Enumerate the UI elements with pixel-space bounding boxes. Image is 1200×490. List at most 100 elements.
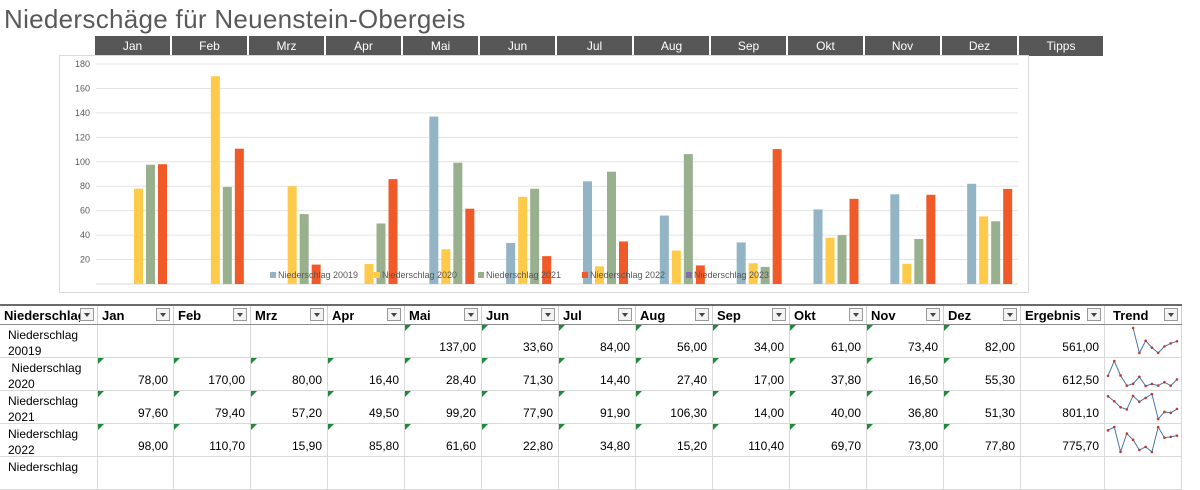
month-button-okt[interactable]: Okt — [788, 36, 863, 56]
row-label-cell[interactable]: Niederschlag — [0, 457, 98, 490]
value-cell[interactable]: 14,00 — [713, 391, 790, 424]
value-cell[interactable]: 15,20 — [636, 424, 713, 457]
filter-dropdown-icon[interactable] — [926, 308, 940, 321]
value-cell[interactable] — [98, 457, 174, 490]
value-cell[interactable] — [790, 457, 867, 490]
value-cell[interactable] — [405, 457, 482, 490]
value-cell[interactable]: 79,40 — [174, 391, 251, 424]
row-label-cell[interactable]: Niederschlag 20019 — [0, 325, 98, 358]
filter-dropdown-icon[interactable] — [464, 308, 478, 321]
value-cell[interactable]: 61,60 — [405, 424, 482, 457]
value-cell[interactable]: 98,00 — [98, 424, 174, 457]
month-button-nov[interactable]: Nov — [865, 36, 940, 56]
value-cell[interactable]: 34,00 — [713, 325, 790, 358]
value-cell[interactable]: 77,80 — [944, 424, 1021, 457]
filter-dropdown-icon[interactable] — [695, 308, 709, 321]
value-cell[interactable]: 80,00 — [251, 358, 328, 391]
value-cell[interactable]: 36,80 — [867, 391, 944, 424]
value-cell[interactable] — [174, 325, 251, 358]
value-cell[interactable]: 612,50 — [1021, 358, 1105, 391]
month-button-dez[interactable]: Dez — [942, 36, 1017, 56]
value-cell[interactable]: 69,70 — [790, 424, 867, 457]
value-cell[interactable]: 85,80 — [328, 424, 405, 457]
month-button-tipps[interactable]: Tipps — [1019, 36, 1103, 56]
row-label-cell[interactable]: Niederschlag 2021 — [0, 391, 98, 424]
value-cell[interactable]: 137,00 — [405, 325, 482, 358]
sparkline-point — [1106, 429, 1110, 432]
value-cell[interactable]: 73,00 — [867, 424, 944, 457]
value-cell[interactable] — [482, 457, 559, 490]
value-cell[interactable]: 22,80 — [482, 424, 559, 457]
value-cell[interactable] — [713, 457, 790, 490]
value-cell[interactable]: 40,00 — [790, 391, 867, 424]
value-cell[interactable]: 14,40 — [559, 358, 636, 391]
value-cell[interactable]: 55,30 — [944, 358, 1021, 391]
value-cell[interactable]: 97,60 — [98, 391, 174, 424]
value-cell[interactable]: 37,80 — [790, 358, 867, 391]
value-cell[interactable]: 51,30 — [944, 391, 1021, 424]
value-cell[interactable]: 56,00 — [636, 325, 713, 358]
value-cell[interactable]: 57,20 — [251, 391, 328, 424]
value-cell[interactable]: 34,80 — [559, 424, 636, 457]
value-cell[interactable]: 84,00 — [559, 325, 636, 358]
row-label-cell[interactable]: Niederschlag 2020 — [0, 358, 98, 391]
value-cell[interactable]: 15,90 — [251, 424, 328, 457]
filter-dropdown-icon[interactable] — [1087, 308, 1101, 321]
value-cell[interactable] — [328, 325, 405, 358]
value-cell[interactable]: 78,00 — [98, 358, 174, 391]
value-cell[interactable]: 110,40 — [713, 424, 790, 457]
value-cell[interactable]: 170,00 — [174, 358, 251, 391]
value-cell[interactable]: 106,30 — [636, 391, 713, 424]
value-cell[interactable] — [174, 457, 251, 490]
value-cell[interactable] — [944, 457, 1021, 490]
filter-dropdown-icon[interactable] — [80, 308, 94, 321]
filter-dropdown-icon[interactable] — [156, 308, 170, 321]
value-cell[interactable]: 17,00 — [713, 358, 790, 391]
month-button-jun[interactable]: Jun — [480, 36, 555, 56]
value-cell[interactable] — [867, 457, 944, 490]
value-cell[interactable]: 61,00 — [790, 325, 867, 358]
value-cell[interactable]: 27,40 — [636, 358, 713, 391]
value-cell[interactable]: 28,40 — [405, 358, 482, 391]
month-button-aug[interactable]: Aug — [634, 36, 709, 56]
filter-dropdown-icon[interactable] — [541, 308, 555, 321]
filter-dropdown-icon[interactable] — [849, 308, 863, 321]
value-cell[interactable] — [251, 457, 328, 490]
value-cell[interactable]: 71,30 — [482, 358, 559, 391]
error-indicator-icon — [559, 424, 565, 430]
filter-dropdown-icon[interactable] — [618, 308, 632, 321]
value-cell[interactable]: 91,90 — [559, 391, 636, 424]
value-cell[interactable]: 49,50 — [328, 391, 405, 424]
value-cell[interactable] — [251, 325, 328, 358]
month-button-mrz[interactable]: Mrz — [249, 36, 324, 56]
value-cell[interactable]: 99,20 — [405, 391, 482, 424]
value-cell[interactable] — [98, 325, 174, 358]
month-button-jan[interactable]: Jan — [95, 36, 170, 56]
value-cell[interactable] — [636, 457, 713, 490]
value-cell[interactable] — [1021, 457, 1105, 490]
value-cell[interactable]: 73,40 — [867, 325, 944, 358]
value-cell[interactable]: 110,70 — [174, 424, 251, 457]
value-cell[interactable]: 82,00 — [944, 325, 1021, 358]
value-cell[interactable] — [559, 457, 636, 490]
value-cell[interactable]: 801,10 — [1021, 391, 1105, 424]
row-label-cell[interactable]: Niederschlag 2022 — [0, 424, 98, 457]
month-button-jul[interactable]: Jul — [557, 36, 632, 56]
month-button-apr[interactable]: Apr — [326, 36, 401, 56]
month-button-feb[interactable]: Feb — [172, 36, 247, 56]
filter-dropdown-icon[interactable] — [772, 308, 786, 321]
value-cell[interactable]: 16,50 — [867, 358, 944, 391]
value-cell[interactable]: 561,00 — [1021, 325, 1105, 358]
filter-dropdown-icon[interactable] — [233, 308, 247, 321]
value-cell[interactable] — [328, 457, 405, 490]
filter-dropdown-icon[interactable] — [1164, 308, 1178, 321]
filter-dropdown-icon[interactable] — [387, 308, 401, 321]
month-button-sep[interactable]: Sep — [711, 36, 786, 56]
value-cell[interactable]: 33,60 — [482, 325, 559, 358]
filter-dropdown-icon[interactable] — [310, 308, 324, 321]
month-button-mai[interactable]: Mai — [403, 36, 478, 56]
value-cell[interactable]: 16,40 — [328, 358, 405, 391]
value-cell[interactable]: 77,90 — [482, 391, 559, 424]
filter-dropdown-icon[interactable] — [1003, 308, 1017, 321]
value-cell[interactable]: 775,70 — [1021, 424, 1105, 457]
